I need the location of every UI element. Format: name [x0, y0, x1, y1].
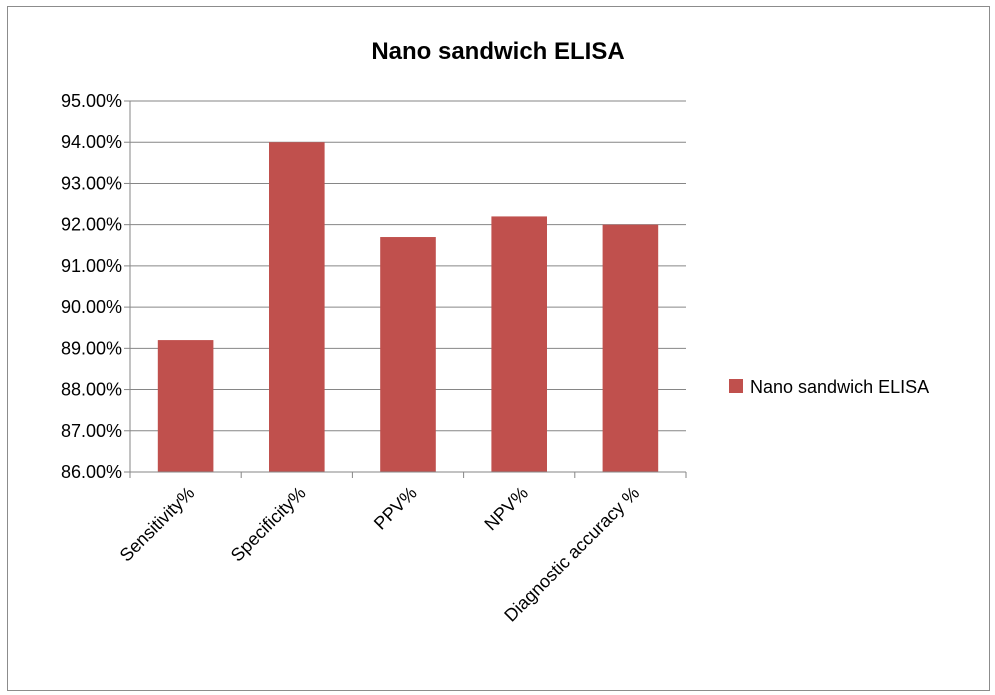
y-tick-label: 92.00% — [61, 215, 122, 235]
y-tick-label: 87.00% — [61, 421, 122, 441]
y-tick-label: 88.00% — [61, 380, 122, 400]
y-tick-label: 94.00% — [61, 132, 122, 152]
bar — [602, 224, 659, 472]
legend: Nano sandwich ELISA — [729, 377, 929, 397]
chart-title: Nano sandwich ELISA — [371, 38, 624, 65]
y-tick-label: 95.00% — [61, 91, 122, 111]
legend-label: Nano sandwich ELISA — [750, 377, 929, 397]
y-tick-label: 86.00% — [61, 462, 122, 482]
x-axis: Sensitivity% Specificity% PPV% NPV%Diagnost… — [116, 471, 687, 626]
x-category-label: PPV% — [370, 483, 421, 534]
y-tick-label: 91.00% — [61, 256, 122, 276]
x-category-label: NPV% — [480, 483, 532, 535]
x-category-label: Specificity% — [227, 483, 310, 566]
x-category-label: Sensitivity% — [116, 483, 199, 566]
y-axis: 86.00% 87.00% 88.00% 89.00% 90.00% 91.00% 92.0… — [61, 91, 131, 482]
y-tick-label: 89.00% — [61, 338, 122, 358]
legend-swatch — [729, 379, 743, 393]
bars — [157, 142, 659, 472]
y-tick-label: 93.00% — [61, 173, 122, 193]
bar — [269, 142, 325, 472]
bar — [491, 216, 547, 472]
y-tick-label: 90.00% — [61, 297, 122, 317]
bar — [157, 340, 214, 472]
bar — [380, 237, 436, 472]
